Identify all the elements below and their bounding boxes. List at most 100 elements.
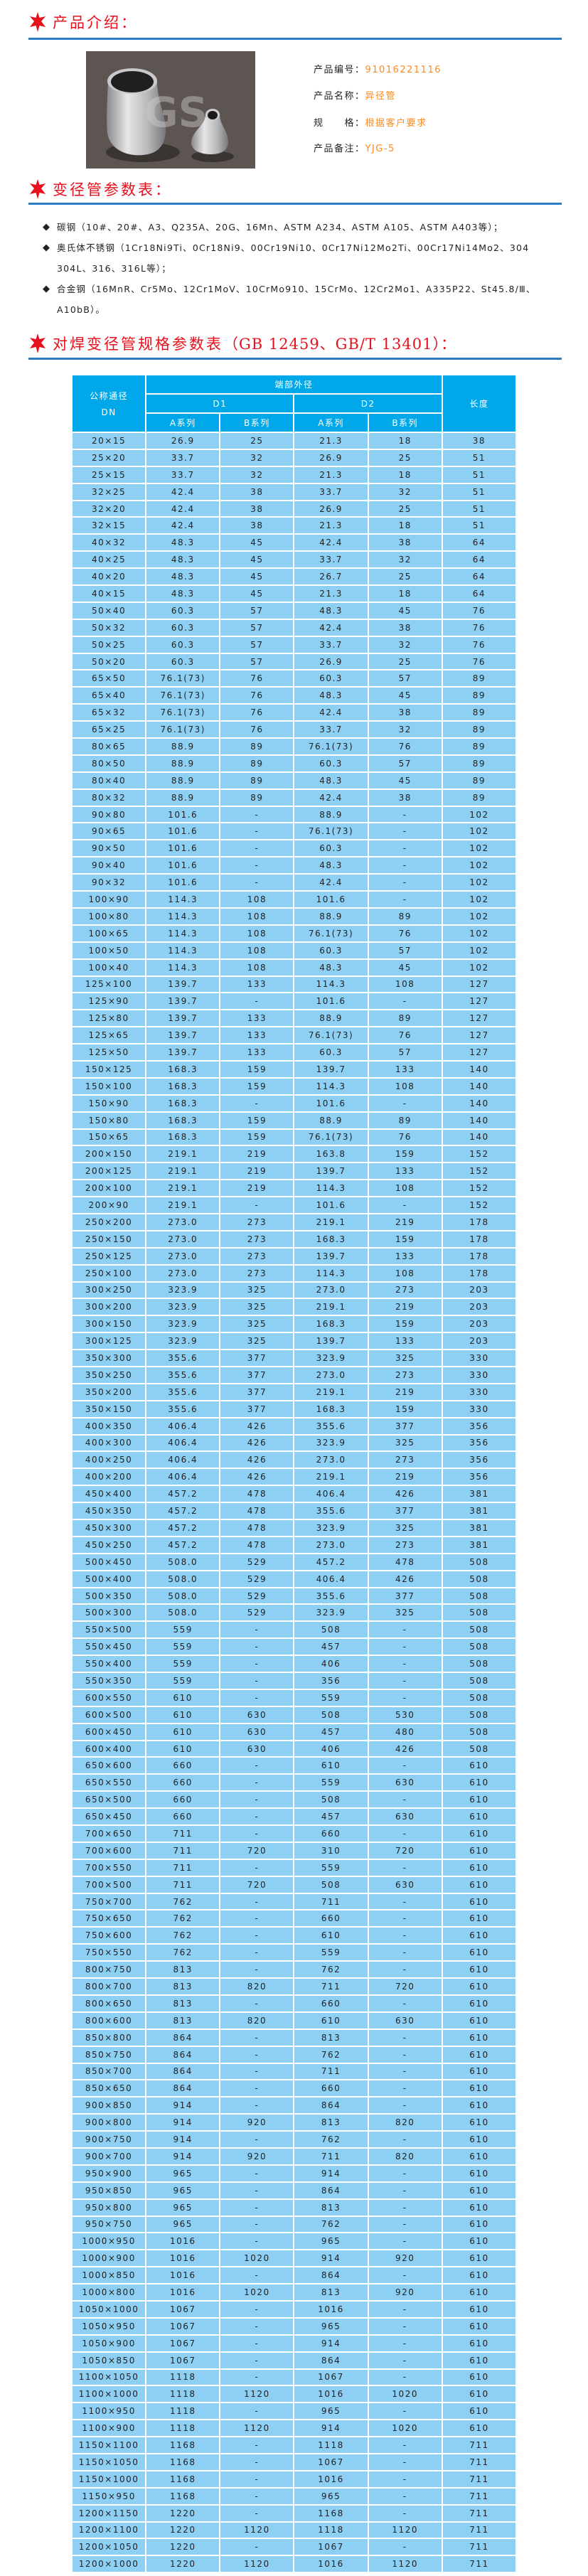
cell-d1-a: 88.9 bbox=[145, 754, 221, 773]
table-row: 40×20 48.3 45 26.7 25 64 bbox=[70, 567, 518, 587]
cell-d2-b: - bbox=[367, 1926, 443, 1945]
table-row: 400×300 406.4 426 323.9 325 356 bbox=[70, 1433, 518, 1453]
cell-dn: 25×15 bbox=[70, 465, 147, 484]
cell-d2-a: 33.7 bbox=[293, 720, 369, 739]
cell-length: 38 bbox=[441, 432, 518, 450]
red-star-icon bbox=[30, 333, 46, 353]
cell-d2-b: - bbox=[367, 992, 443, 1011]
table-row: 25×15 33.7 32 21.3 18 51 bbox=[70, 465, 518, 484]
cell-d1-a: 48.3 bbox=[145, 584, 221, 603]
cell-d2-a: 508 bbox=[293, 1875, 369, 1894]
cell-dn: 850×800 bbox=[70, 2028, 147, 2047]
cell-d1-b: 529 bbox=[219, 1569, 295, 1588]
cell-length: 51 bbox=[441, 465, 518, 484]
section-title-product-intro: 产品介绍： bbox=[28, 11, 138, 33]
cell-length: 89 bbox=[441, 771, 518, 790]
cell-d2-a: 21.3 bbox=[293, 584, 369, 603]
cell-d2-a: 660 bbox=[293, 1909, 369, 1928]
cell-dn: 900×700 bbox=[70, 2147, 147, 2166]
cell-dn: 150×80 bbox=[70, 1111, 147, 1130]
cell-length: 330 bbox=[441, 1399, 518, 1418]
cell-d1-a: 168.3 bbox=[145, 1111, 221, 1130]
cell-d2-a: 48.3 bbox=[293, 856, 369, 875]
cell-dn: 450×350 bbox=[70, 1502, 147, 1520]
cell-dn: 400×350 bbox=[70, 1416, 147, 1436]
table-row: 1000×850 1016-864-610 bbox=[70, 2266, 518, 2285]
cell-length: 203 bbox=[441, 1281, 518, 1300]
cell-length: 610 bbox=[441, 1756, 518, 1775]
cell-d1-a: 114.3 bbox=[145, 907, 221, 926]
cell-d2-a: 914 bbox=[293, 2334, 369, 2353]
cell-d1-a: 33.7 bbox=[145, 465, 221, 484]
cell-dn: 1150×1100 bbox=[70, 2436, 147, 2454]
cell-dn: 350×200 bbox=[70, 1382, 147, 1401]
cell-d2-b: - bbox=[367, 839, 443, 858]
cell-d1-a: 711 bbox=[145, 1875, 221, 1894]
product-name-label: 产品名称： bbox=[314, 91, 365, 102]
cell-length: 508 bbox=[441, 1620, 518, 1640]
cell-dn: 1200×1000 bbox=[70, 2555, 147, 2574]
cell-d1-a: 42.4 bbox=[145, 499, 221, 518]
table-row: 350×250 355.6 377 273.0 273 330 bbox=[70, 1365, 518, 1384]
cell-dn: 32×25 bbox=[70, 482, 147, 501]
table-row: 900×700 914 920 711 820 610 bbox=[70, 2147, 518, 2166]
cell-d1-b: 133 bbox=[219, 1043, 295, 1062]
cell-length: 610 bbox=[441, 1858, 518, 1877]
cell-d1-b: 478 bbox=[219, 1485, 295, 1504]
cell-length: 76 bbox=[441, 601, 518, 620]
cell-d1-b: 377 bbox=[219, 1349, 295, 1367]
table-row: 1050×1000 1067-1016-610 bbox=[70, 2299, 518, 2319]
table-row: 300×150 323.9 325 168.3 159 203 bbox=[70, 1315, 518, 1334]
table-row: 500×350 508.0 529 355.6 377 508 bbox=[70, 1586, 518, 1605]
cell-length: 330 bbox=[441, 1382, 518, 1401]
cell-d1-b: 25 bbox=[219, 432, 295, 450]
cell-d1-a: 660 bbox=[145, 1790, 221, 1810]
cell-d1-b: 820 bbox=[219, 1977, 295, 1996]
cell-length: 152 bbox=[441, 1179, 518, 1198]
cell-dn: 90×40 bbox=[70, 856, 147, 875]
table-row: 1050×850 1067-864-610 bbox=[70, 2351, 518, 2370]
cell-d2-a: 168.3 bbox=[293, 1399, 369, 1418]
cell-d2-b: - bbox=[367, 2299, 443, 2319]
cell-dn: 125×65 bbox=[70, 1026, 147, 1045]
cell-d1-b: - bbox=[219, 1655, 295, 1674]
cell-length: 610 bbox=[441, 2351, 518, 2370]
product-spec-label: 规 格： bbox=[314, 118, 365, 129]
cell-d2-a: 323.9 bbox=[293, 1603, 369, 1623]
cell-dn: 1100×950 bbox=[70, 2402, 147, 2421]
table-row: 100×40 114.3 108 48.3 45 102 bbox=[70, 958, 518, 977]
cell-dn: 1150×950 bbox=[70, 2486, 147, 2506]
cell-dn: 1100×1000 bbox=[70, 2385, 147, 2404]
red-star-icon bbox=[30, 179, 46, 199]
table-row: 65×40 76.1(73) 76 48.3 45 89 bbox=[70, 686, 518, 705]
cell-length: 711 bbox=[441, 2555, 518, 2574]
cell-d1-a: 1220 bbox=[145, 2555, 221, 2574]
cell-d1-a: 864 bbox=[145, 2062, 221, 2081]
cell-d2-b: 273 bbox=[367, 1450, 443, 1470]
cell-length: 76 bbox=[441, 652, 518, 671]
divider bbox=[28, 358, 562, 360]
cell-d2-b: 76 bbox=[367, 737, 443, 756]
table-row: 950×800 965-813-610 bbox=[70, 2198, 518, 2217]
cell-length: 64 bbox=[441, 567, 518, 587]
cell-d2-a: 355.6 bbox=[293, 1586, 369, 1605]
table-row: 700×650 711-660-610 bbox=[70, 1824, 518, 1843]
cell-d2-a: 660 bbox=[293, 2079, 369, 2098]
cell-d2-a: 406 bbox=[293, 1739, 369, 1758]
cell-d1-b: - bbox=[219, 1620, 295, 1640]
cell-dn: 80×32 bbox=[70, 788, 147, 807]
cell-d1-a: 813 bbox=[145, 1977, 221, 1996]
cell-dn: 150×125 bbox=[70, 1059, 147, 1079]
cell-d2-b: 57 bbox=[367, 669, 443, 688]
product-note-row: 产品备注：YJG-5 bbox=[314, 141, 395, 154]
cell-length: 102 bbox=[441, 805, 518, 824]
cell-length: 140 bbox=[441, 1076, 518, 1096]
cell-d1-b: 108 bbox=[219, 958, 295, 977]
cell-d2-b: 426 bbox=[367, 1739, 443, 1758]
cell-length: 140 bbox=[441, 1111, 518, 1130]
cell-d2-b: 32 bbox=[367, 482, 443, 501]
cell-dn: 650×550 bbox=[70, 1773, 147, 1792]
cell-dn: 1150×1000 bbox=[70, 2469, 147, 2489]
cell-d2-a: 762 bbox=[293, 2215, 369, 2234]
header-dn-unit: DN bbox=[101, 407, 117, 417]
